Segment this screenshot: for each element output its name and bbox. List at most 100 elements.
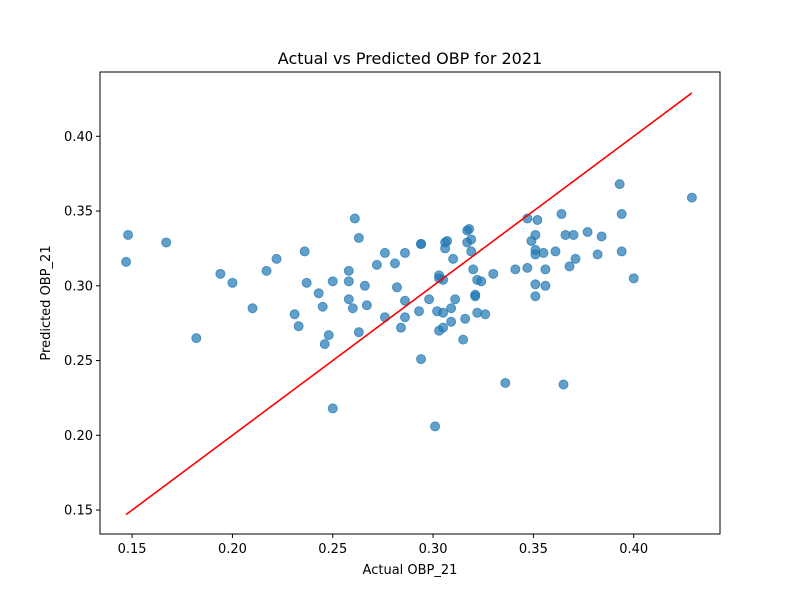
data-point bbox=[438, 307, 449, 318]
data-point bbox=[313, 288, 324, 299]
data-point bbox=[399, 247, 410, 258]
data-point bbox=[500, 377, 511, 388]
data-point bbox=[538, 247, 549, 258]
data-point bbox=[510, 264, 521, 275]
data-point bbox=[361, 300, 372, 311]
data-point bbox=[448, 253, 459, 264]
x-axis-label: Actual OBP_21 bbox=[363, 563, 458, 578]
data-point bbox=[391, 282, 402, 293]
data-point bbox=[614, 179, 625, 190]
data-point bbox=[530, 249, 541, 260]
data-point bbox=[299, 246, 310, 257]
data-points bbox=[121, 179, 697, 432]
data-point bbox=[430, 421, 441, 432]
data-point bbox=[399, 312, 410, 323]
x-tick-label: 0.30 bbox=[419, 542, 448, 557]
data-point bbox=[319, 339, 330, 350]
data-point bbox=[379, 312, 390, 323]
data-point bbox=[323, 330, 334, 341]
data-point bbox=[556, 209, 567, 220]
data-point bbox=[592, 249, 603, 260]
data-point bbox=[371, 259, 382, 270]
y-axis-label: Predicted OBP_21 bbox=[39, 245, 54, 360]
data-point bbox=[530, 291, 541, 302]
data-point bbox=[353, 232, 364, 243]
data-point bbox=[416, 238, 427, 249]
data-point bbox=[522, 262, 533, 273]
data-point bbox=[353, 327, 364, 338]
data-point bbox=[616, 209, 627, 220]
data-point bbox=[480, 309, 491, 320]
chart-title: Actual vs Predicted OBP for 2021 bbox=[278, 49, 542, 68]
y-tick-label: 0.35 bbox=[64, 205, 93, 220]
data-point bbox=[343, 294, 354, 305]
data-point bbox=[616, 246, 627, 257]
data-point bbox=[488, 268, 499, 279]
data-point bbox=[582, 226, 593, 237]
reference-line bbox=[125, 92, 693, 516]
x-tick-label: 0.35 bbox=[519, 542, 548, 557]
data-point bbox=[121, 256, 132, 267]
data-point bbox=[476, 276, 487, 287]
y-axis-ticks: 0.15 0.20 0.25 0.30 0.35 0.40 bbox=[64, 130, 100, 519]
x-tick-label: 0.25 bbox=[318, 542, 347, 557]
x-axis-ticks: 0.15 0.20 0.25 0.30 0.35 0.40 bbox=[118, 534, 648, 557]
data-point bbox=[450, 294, 461, 305]
data-point bbox=[343, 276, 354, 287]
y-tick-label: 0.40 bbox=[64, 130, 93, 145]
data-point bbox=[416, 354, 427, 365]
x-tick-label: 0.20 bbox=[218, 542, 247, 557]
data-point bbox=[161, 237, 172, 248]
y-tick-label: 0.30 bbox=[64, 279, 93, 294]
data-point bbox=[123, 229, 134, 240]
data-point bbox=[359, 280, 370, 291]
data-point bbox=[686, 192, 697, 203]
y-tick-label: 0.20 bbox=[64, 429, 93, 444]
data-point bbox=[466, 246, 477, 257]
x-tick-label: 0.40 bbox=[619, 542, 648, 557]
data-point bbox=[343, 265, 354, 276]
data-point bbox=[289, 309, 300, 320]
data-point bbox=[271, 253, 282, 264]
data-point bbox=[532, 215, 543, 226]
data-point bbox=[550, 246, 561, 257]
data-point bbox=[540, 280, 551, 291]
data-point bbox=[446, 316, 457, 327]
data-point bbox=[442, 235, 453, 246]
data-point bbox=[530, 229, 541, 240]
data-point bbox=[568, 229, 579, 240]
data-point bbox=[349, 213, 360, 224]
data-point bbox=[628, 273, 639, 284]
data-point bbox=[215, 268, 226, 279]
data-point bbox=[293, 321, 304, 332]
x-tick-label: 0.15 bbox=[118, 542, 147, 557]
data-point bbox=[466, 234, 477, 245]
data-point bbox=[327, 403, 338, 414]
data-point bbox=[596, 231, 607, 242]
data-point bbox=[424, 294, 435, 305]
data-point bbox=[446, 303, 457, 314]
data-point bbox=[470, 291, 481, 302]
data-point bbox=[227, 277, 238, 288]
data-point bbox=[347, 303, 358, 314]
data-point bbox=[468, 264, 479, 275]
data-point bbox=[460, 313, 471, 324]
data-point bbox=[540, 264, 551, 275]
data-point bbox=[570, 253, 581, 264]
plot-frame bbox=[99, 71, 721, 535]
data-point bbox=[301, 277, 312, 288]
data-point bbox=[464, 223, 475, 234]
data-point bbox=[317, 301, 328, 312]
data-point bbox=[379, 247, 390, 258]
data-point bbox=[458, 334, 469, 345]
data-point bbox=[530, 279, 541, 290]
data-point bbox=[438, 322, 449, 333]
data-point bbox=[399, 295, 410, 306]
data-point bbox=[191, 333, 202, 344]
data-point bbox=[564, 261, 575, 272]
y-tick-label: 0.15 bbox=[64, 504, 93, 519]
data-point bbox=[389, 258, 400, 269]
data-point bbox=[327, 276, 338, 287]
data-point bbox=[414, 306, 425, 317]
data-point bbox=[247, 303, 258, 314]
